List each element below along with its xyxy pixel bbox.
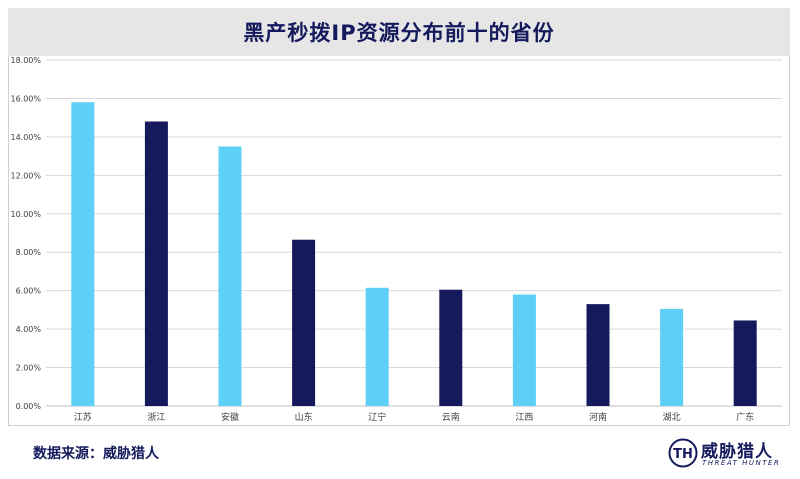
x-tick-label: 江苏: [74, 411, 92, 423]
x-tick-label: 山东: [295, 411, 313, 423]
y-tick-label: 14.00%: [10, 133, 41, 142]
bar-河南: [586, 304, 610, 406]
data-source: 数据来源：威胁猎人: [33, 446, 159, 462]
x-tick-label: 湖北: [663, 412, 681, 423]
plot-frame: [8, 56, 790, 426]
bar-浙江: [144, 121, 168, 406]
y-tick-label: 2.00%: [16, 364, 42, 373]
x-tick-label: 江西: [515, 412, 533, 423]
bar-江苏: [71, 102, 95, 407]
y-tick-label: 12.00%: [10, 171, 41, 180]
x-tick-label: 河南: [589, 411, 607, 423]
y-tick-label: 8.00%: [16, 248, 42, 257]
bar-江西: [512, 294, 536, 406]
y-tick-label: 6.00%: [16, 287, 42, 296]
bar-广东: [733, 320, 757, 406]
y-tick-label: 0.00%: [16, 402, 42, 411]
x-tick-label: 广东: [736, 411, 754, 423]
bar-云南: [439, 289, 463, 406]
bar-湖北: [660, 308, 684, 406]
threat-hunter-logo: TH 威胁猎人 THREAT HUNTER: [668, 436, 788, 472]
chart-title-bar: 黑产秒拨IP资源分布前十的省份: [8, 8, 790, 56]
bar-山东: [292, 239, 316, 406]
x-tick-label: 云南: [442, 411, 460, 423]
chart-title: 黑产秒拨IP资源分布前十的省份: [243, 21, 555, 45]
y-tick-label: 4.00%: [16, 325, 42, 334]
x-tick-label: 浙江: [147, 411, 165, 423]
y-tick-label: 18.00%: [10, 56, 41, 65]
logo-mark: TH: [673, 447, 693, 462]
logo-text-cn: 威胁猎人: [701, 442, 773, 462]
logo-text-en: THREAT HUNTER: [702, 459, 781, 467]
bar-辽宁: [365, 287, 389, 406]
y-tick-label: 10.00%: [10, 210, 41, 219]
y-tick-label: 16.00%: [10, 94, 41, 103]
x-tick-label: 辽宁: [368, 411, 386, 423]
x-tick-label: 安徽: [221, 411, 239, 423]
bar-安徽: [218, 146, 242, 406]
logo-badge-icon: TH: [668, 438, 698, 468]
bar-chart: 0.00% 2.00% 4.00% 6.00% 8.00% 10.00% 12.00% 14.…: [10, 56, 782, 423]
